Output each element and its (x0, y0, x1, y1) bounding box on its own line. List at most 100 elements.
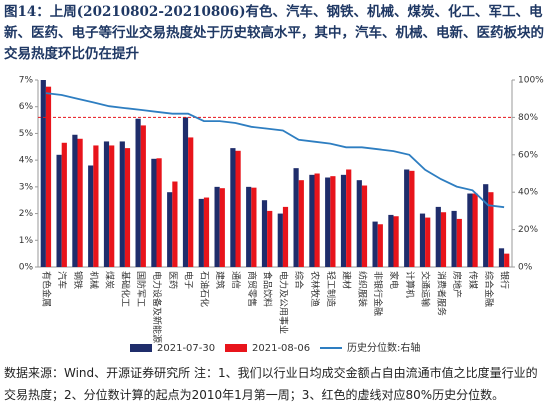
bar (198, 198, 204, 267)
bar (182, 117, 189, 268)
x-tick-label: 电力及公用事业 (277, 271, 289, 334)
y-tick-label: 0% (19, 263, 34, 273)
bar (77, 138, 83, 267)
y-tick-label: 4% (19, 156, 34, 166)
y-tick-label: 7% (19, 76, 34, 86)
y2-tick-label: 20% (518, 225, 538, 235)
x-tick-label: 医药 (167, 271, 178, 289)
x-tick-label: 综合金融 (483, 271, 495, 307)
bar (188, 137, 194, 267)
x-tick-label: 石油石化 (198, 271, 210, 307)
legend-label: 2021-07-30 (157, 343, 215, 354)
x-tick-label: 食品饮料 (262, 271, 274, 307)
bar (140, 125, 146, 268)
bar (309, 174, 315, 267)
bar (230, 148, 236, 267)
x-tick-label: 钢铁 (72, 271, 84, 289)
bar (451, 210, 457, 267)
bar (393, 216, 399, 267)
bar (151, 158, 157, 267)
bar (372, 221, 378, 267)
bar (219, 188, 225, 267)
footnote: 数据来源：Wind、开源证券研究所 注：1、我们以行业日均成交金额占自由流通市值… (4, 366, 538, 402)
x-tick-label: 纺织服装 (356, 271, 368, 307)
bar (409, 170, 415, 267)
bar (203, 197, 210, 267)
x-tick-label: 煤炭 (104, 271, 116, 289)
bar (293, 168, 299, 267)
bar (340, 174, 347, 267)
y2-tick-label: 0% (518, 263, 533, 273)
bar (425, 217, 431, 267)
legend-label: 历史分位数:右轴 (347, 341, 420, 354)
chart-title: 图14：上周(20210802-20210806)有色、汽车、钢铁、机械、煤炭、… (4, 4, 544, 62)
bar (156, 158, 162, 267)
y-tick-label: 2% (19, 209, 34, 219)
x-tick-label: 机械 (88, 271, 100, 289)
bar (346, 169, 352, 267)
y2-tick-label: 40% (518, 188, 538, 198)
y2-tick-label: 100% (518, 76, 544, 86)
x-tick-label: 综合 (293, 271, 305, 289)
bar (325, 177, 331, 267)
bar (330, 176, 336, 267)
legend-swatch (225, 344, 247, 352)
bar (109, 145, 115, 267)
bar (40, 80, 46, 267)
bar (72, 134, 78, 267)
bar (88, 165, 94, 267)
x-tick-label: 国防军工 (135, 271, 147, 307)
bar (103, 141, 110, 267)
bar (388, 214, 394, 267)
x-tick-label: 通信 (230, 271, 242, 289)
y-tick-label: 1% (19, 236, 34, 246)
y2-tick-label: 60% (518, 150, 538, 160)
y2-tick-label: 80% (518, 113, 538, 123)
legend-swatch (130, 344, 152, 352)
bar (172, 181, 178, 267)
bar (61, 142, 67, 267)
x-tick-label: 消费者服务 (435, 271, 447, 316)
bar (246, 186, 252, 267)
y-tick-label: 3% (19, 182, 34, 192)
x-tick-label: 建筑 (214, 271, 226, 289)
bar (498, 248, 505, 267)
x-tick-label: 房地产 (451, 271, 463, 298)
bar (488, 192, 494, 267)
bar (314, 173, 320, 267)
bar (235, 150, 241, 267)
bar (440, 212, 447, 267)
line-series (45, 92, 505, 209)
bar (119, 141, 125, 267)
bar (435, 206, 441, 267)
bar (456, 218, 462, 267)
x-tick-label: 银行 (499, 271, 511, 289)
y-tick-label: 5% (19, 129, 34, 139)
bar (404, 169, 410, 267)
bar (298, 180, 304, 267)
bar (483, 184, 489, 267)
x-tick-label: 轻工制造 (325, 271, 337, 307)
x-tick-label: 电力设备及新能源 (151, 271, 163, 343)
legend-label: 2021-08-06 (252, 343, 310, 354)
bar (124, 148, 131, 267)
x-tick-label: 电子 (183, 271, 195, 289)
bar (377, 224, 383, 267)
bar (56, 154, 62, 267)
bar (504, 253, 510, 267)
y-tick-label: 6% (19, 102, 34, 112)
bar (251, 187, 257, 267)
bar (167, 192, 173, 267)
bar (261, 200, 268, 267)
x-tick-label: 基础化工 (119, 271, 131, 307)
x-tick-label: 计算机 (404, 271, 416, 298)
x-tick-label: 传媒 (467, 271, 479, 289)
bar (472, 193, 478, 267)
bar (214, 186, 220, 267)
x-tick-label: 有色金属 (40, 271, 52, 307)
bar (361, 185, 368, 267)
x-tick-label: 建材 (341, 271, 353, 289)
x-tick-label: 家电 (388, 271, 400, 289)
